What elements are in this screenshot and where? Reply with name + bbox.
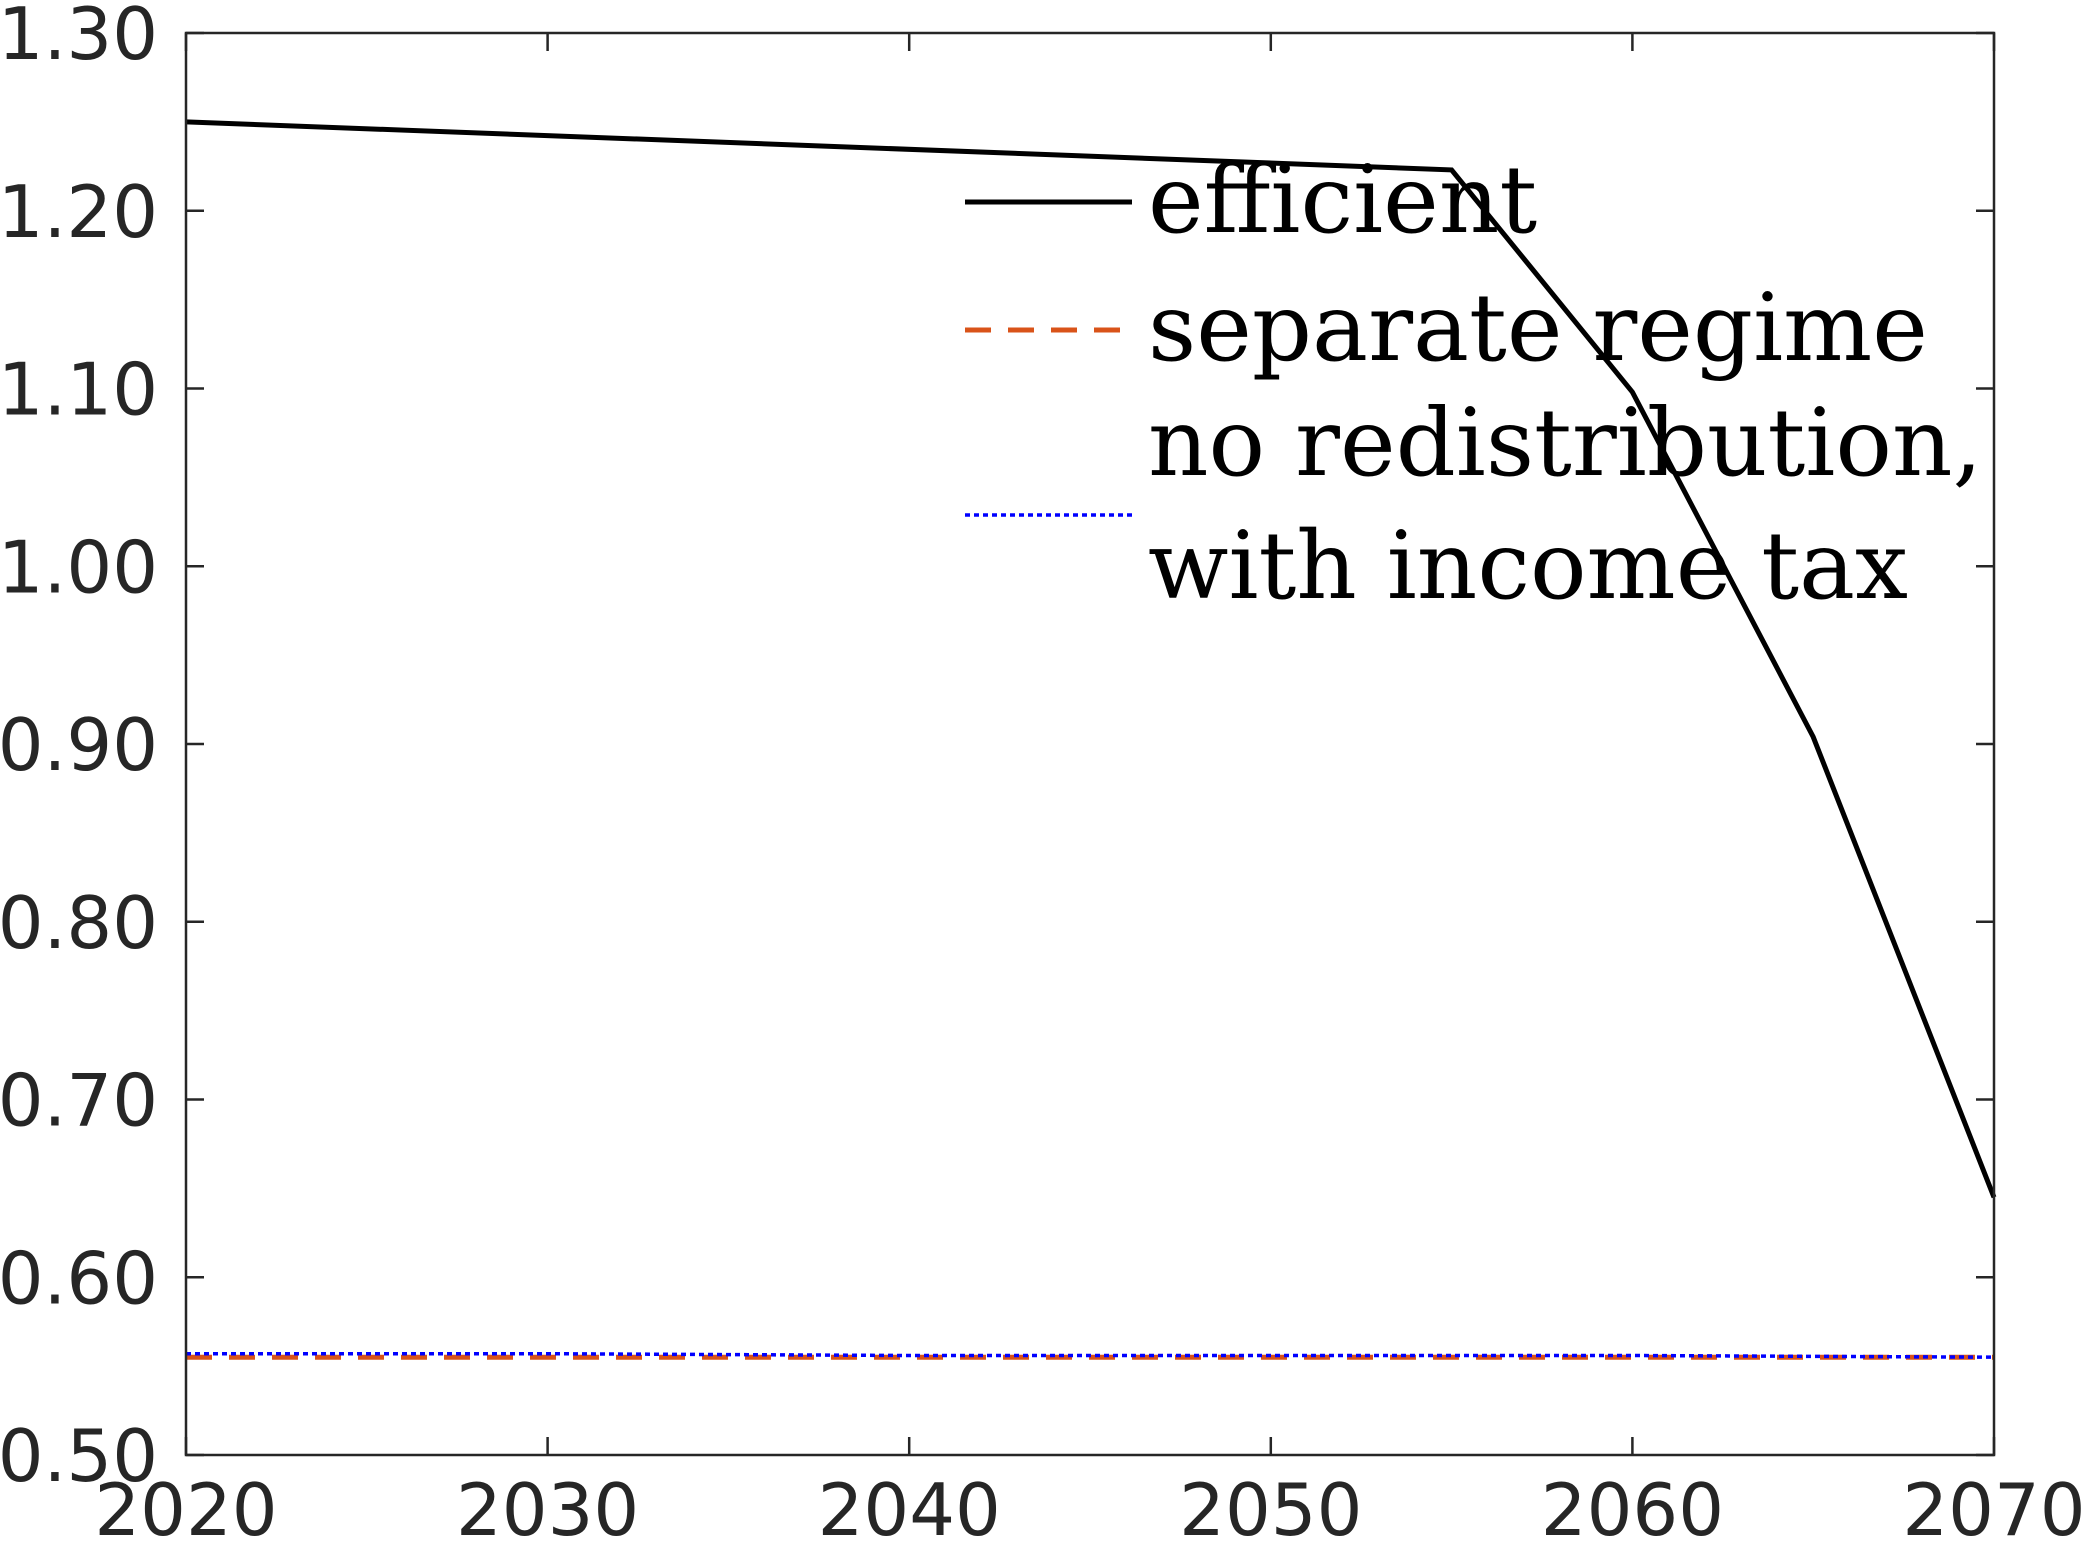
y-tick-label: 0.50 bbox=[0, 1414, 158, 1498]
y-tick-label: 0.70 bbox=[0, 1059, 158, 1143]
x-tick-label: 2040 bbox=[818, 1468, 1001, 1552]
x-tick-label: 2030 bbox=[456, 1468, 639, 1552]
x-tick-label: 2060 bbox=[1541, 1468, 1724, 1552]
plot-background bbox=[186, 33, 1994, 1455]
x-tick-label: 2020 bbox=[94, 1468, 277, 1552]
y-tick-label: 0.60 bbox=[0, 1236, 158, 1320]
y-tick-label: 1.30 bbox=[0, 0, 158, 76]
y-tick-label: 1.00 bbox=[0, 525, 158, 609]
x-tick-label: 2070 bbox=[1902, 1468, 2082, 1552]
x-tick-label: 2050 bbox=[1179, 1468, 1362, 1552]
series-line-3 bbox=[186, 1351, 1995, 1359]
y-tick-label: 0.80 bbox=[0, 881, 158, 965]
legend-label: separate regime bbox=[1148, 274, 1928, 383]
series-layer bbox=[185, 119, 1997, 1360]
y-tick-label: 1.10 bbox=[0, 348, 158, 432]
legend-label: no redistribution, bbox=[1148, 389, 1982, 498]
legend-label: efficient bbox=[1148, 146, 1537, 255]
y-tick-label: 0.90 bbox=[0, 703, 158, 787]
series-line-1 bbox=[185, 119, 1997, 1199]
y-tick-label: 1.20 bbox=[0, 170, 158, 254]
legend-label: with income tax bbox=[1148, 512, 1908, 621]
